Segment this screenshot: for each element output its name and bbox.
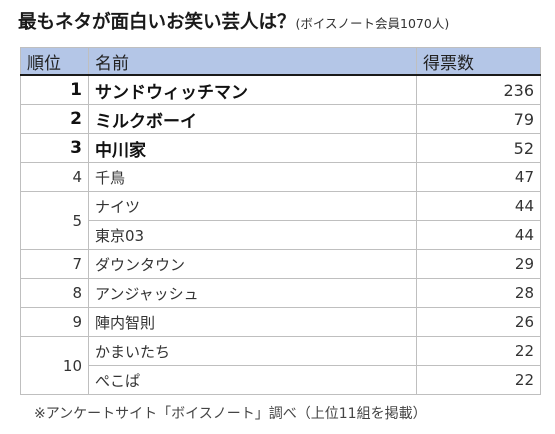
header-rank: 順位: [20, 47, 89, 76]
name-cell: アンジャッシュ: [88, 278, 417, 308]
table-row: 10 かまいたち 22: [20, 336, 541, 395]
rank-cell: 4: [20, 162, 89, 192]
name-cell: ぺこぱ: [88, 365, 417, 395]
name-cell: ダウンタウン: [88, 249, 417, 279]
votes-cell: 26: [416, 307, 541, 337]
table-header-row: 順位 名前 得票数: [20, 47, 541, 76]
rank-cell: 7: [20, 249, 89, 279]
source-footnote: ※アンケートサイト「ボイスノート」調べ（上位11組を掲載）: [34, 406, 427, 422]
votes-cell: 22: [416, 336, 541, 366]
ranking-table: 順位 名前 得票数 1 サンドウィッチマン 236 2 ミルクボーイ 79 3 …: [20, 47, 541, 395]
table-row: ぺこぱ 22: [21, 365, 541, 395]
votes-cell: 29: [416, 249, 541, 279]
votes-cell: 44: [416, 191, 541, 221]
header-votes: 得票数: [416, 47, 541, 76]
name-cell: ナイツ: [88, 191, 417, 221]
table-row: 4 千鳥 47: [20, 162, 541, 192]
table-row: 2 ミルクボーイ 79: [20, 104, 541, 134]
name-cell: ミルクボーイ: [88, 104, 417, 134]
votes-cell: 47: [416, 162, 541, 192]
table-row: 9 陣内智則 26: [20, 307, 541, 337]
rank-cell: 2: [20, 104, 89, 134]
votes-cell: 22: [416, 365, 541, 395]
rank-cell: 9: [20, 307, 89, 337]
name-cell: 陣内智則: [88, 307, 417, 337]
table-row: 7 ダウンタウン 29: [20, 249, 541, 279]
table-row: 1 サンドウィッチマン 236: [20, 74, 541, 105]
rank-cell: 10: [20, 336, 89, 395]
title-main: 最もネタが面白いお笑い芸人は？: [18, 12, 296, 33]
name-cell: 東京03: [88, 220, 417, 250]
header-name: 名前: [88, 47, 417, 76]
table-row: 8 アンジャッシュ 28: [20, 278, 541, 308]
table-row: 東京03 44: [21, 220, 541, 250]
table-row: 3 中川家 52: [20, 133, 541, 163]
votes-cell: 28: [416, 278, 541, 308]
votes-cell: 236: [416, 74, 541, 105]
rank-cell: 1: [20, 74, 89, 105]
votes-cell: 79: [416, 104, 541, 134]
rank-cell: 3: [20, 133, 89, 163]
table-row: 5 ナイツ 44: [20, 191, 541, 250]
name-cell: サンドウィッチマン: [88, 74, 417, 105]
votes-cell: 44: [416, 220, 541, 250]
name-cell: 千鳥: [88, 162, 417, 192]
name-cell: 中川家: [88, 133, 417, 163]
name-cell: かまいたち: [88, 336, 417, 366]
rank-cell: 5: [20, 191, 89, 250]
votes-cell: 52: [416, 133, 541, 163]
chart-title: 最もネタが面白いお笑い芸人は？(ボイスノート会員1070人): [18, 10, 449, 37]
title-sub: (ボイスノート会員1070人): [295, 16, 450, 31]
rank-cell: 8: [20, 278, 89, 308]
